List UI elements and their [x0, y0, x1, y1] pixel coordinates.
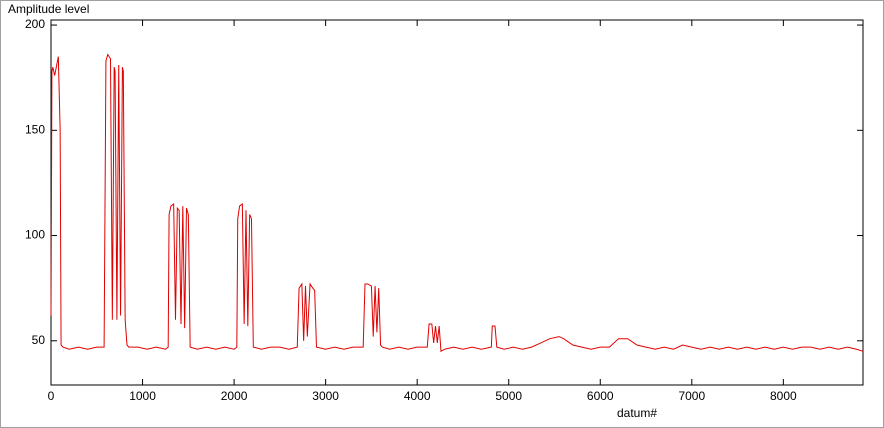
- x-tick-label: 6000: [587, 389, 614, 403]
- x-tick-label: 4000: [404, 389, 431, 403]
- x-tick-label: 7000: [678, 389, 705, 403]
- x-axis-label: datum#: [617, 406, 657, 420]
- y-tick-label: 100: [25, 228, 45, 242]
- chart-title: Amplitude level: [8, 2, 89, 16]
- x-tick-label: 1000: [129, 389, 156, 403]
- x-tick-label: 2000: [221, 389, 248, 403]
- y-tick-label: 200: [25, 17, 45, 31]
- x-tick-label: 5000: [495, 389, 522, 403]
- y-tick-label: 150: [25, 122, 45, 136]
- x-tick-label: 0: [48, 389, 55, 403]
- y-tick-label: 50: [32, 333, 46, 347]
- x-tick-label: 3000: [312, 389, 339, 403]
- data-line: [50, 53, 864, 353]
- x-tick-label: 8000: [770, 389, 797, 403]
